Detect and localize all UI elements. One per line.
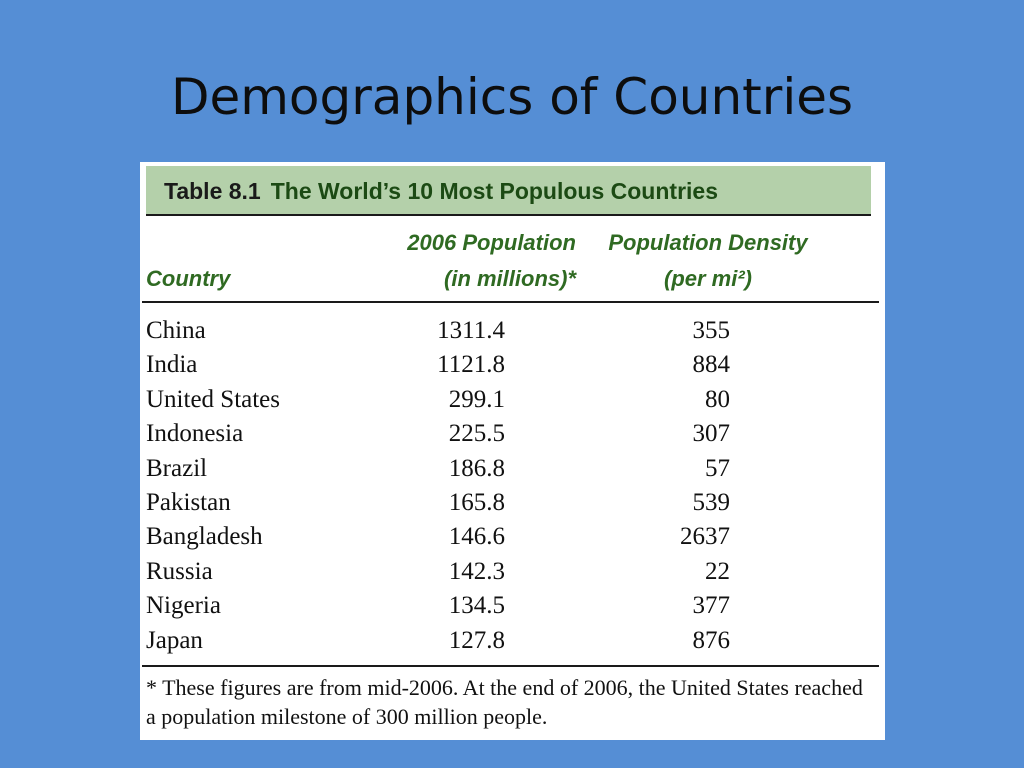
cell-population: 127.8 [448, 626, 505, 654]
table-caption: Table 8.1 The World’s 10 Most Populous Co… [164, 178, 718, 205]
cell-country: Indonesia [146, 420, 244, 448]
cell-population: 165.8 [448, 488, 505, 516]
header-divider [142, 301, 879, 303]
slide-title: Demographics of Countries [170, 68, 854, 126]
column-header-density-line2: (per mi²) [664, 266, 752, 291]
table-caption-bar: Table 8.1 The World’s 10 Most Populous Co… [146, 166, 871, 216]
cell-density: 377 [692, 592, 731, 620]
cell-country: Japan [146, 626, 203, 654]
cell-population: 225.5 [448, 420, 505, 448]
table-row: Japan 127.8 876 [140, 624, 885, 658]
cell-population: 142.3 [448, 557, 505, 585]
cell-population: 1311.4 [437, 317, 505, 344]
cell-density: 884 [692, 351, 731, 379]
column-header-density: Population Density (per mi²) [588, 225, 828, 297]
table-row: Pakistan 165.8 539 [140, 486, 885, 520]
column-header-density-line1: Population Density [608, 230, 808, 255]
table-row: United States 299.1 80 [140, 383, 885, 417]
table-row: China 1311.4 355 [140, 314, 885, 348]
cell-country: Russia [146, 557, 213, 585]
cell-population: 186.8 [448, 454, 505, 482]
cell-population: 134.5 [448, 592, 505, 620]
table-row: India 1121.8 884 [140, 348, 885, 382]
cell-density: 80 [705, 385, 730, 413]
table-caption-title: The World’s 10 Most Populous Countries [270, 178, 718, 204]
cell-country: Pakistan [146, 488, 231, 516]
cell-population: 1121.8 [437, 351, 505, 379]
cell-density: 307 [692, 420, 731, 448]
cell-density: 355 [692, 317, 731, 344]
cell-density: 539 [692, 488, 731, 516]
footer-divider [142, 665, 879, 667]
table-row: Indonesia 225.5 307 [140, 417, 885, 451]
column-header-population: 2006 Population (in millions)* [366, 225, 576, 297]
table-body: China 1311.4 355 India 1121.8 884 United… [140, 314, 885, 658]
cell-density: 22 [705, 557, 730, 585]
cell-country: Bangladesh [146, 523, 263, 551]
table-row: Russia 142.3 22 [140, 555, 885, 589]
cell-country: China [146, 317, 206, 344]
table-row: Nigeria 134.5 377 [140, 589, 885, 623]
cell-density: 876 [692, 626, 731, 654]
table-image-panel: Table 8.1 The World’s 10 Most Populous Co… [140, 162, 885, 740]
column-header-country: Country [146, 266, 231, 291]
table-footnote: * These figures are from mid-2006. At th… [146, 675, 863, 729]
cell-population: 299.1 [448, 385, 505, 413]
cell-country: Brazil [146, 454, 208, 482]
cell-country: United States [146, 385, 281, 413]
column-header-population-line1: 2006 Population [407, 230, 576, 255]
column-header-population-line2: (in millions)* [444, 266, 576, 291]
table-row: Bangladesh 146.6 2637 [140, 520, 885, 554]
cell-country: Nigeria [146, 592, 221, 620]
cell-population: 146.6 [448, 523, 505, 551]
table-row: Brazil 186.8 57 [140, 452, 885, 486]
cell-density: 2637 [680, 523, 730, 551]
cell-country: India [146, 351, 198, 379]
cell-density: 57 [705, 454, 730, 482]
table-caption-number: Table 8.1 [164, 178, 261, 204]
